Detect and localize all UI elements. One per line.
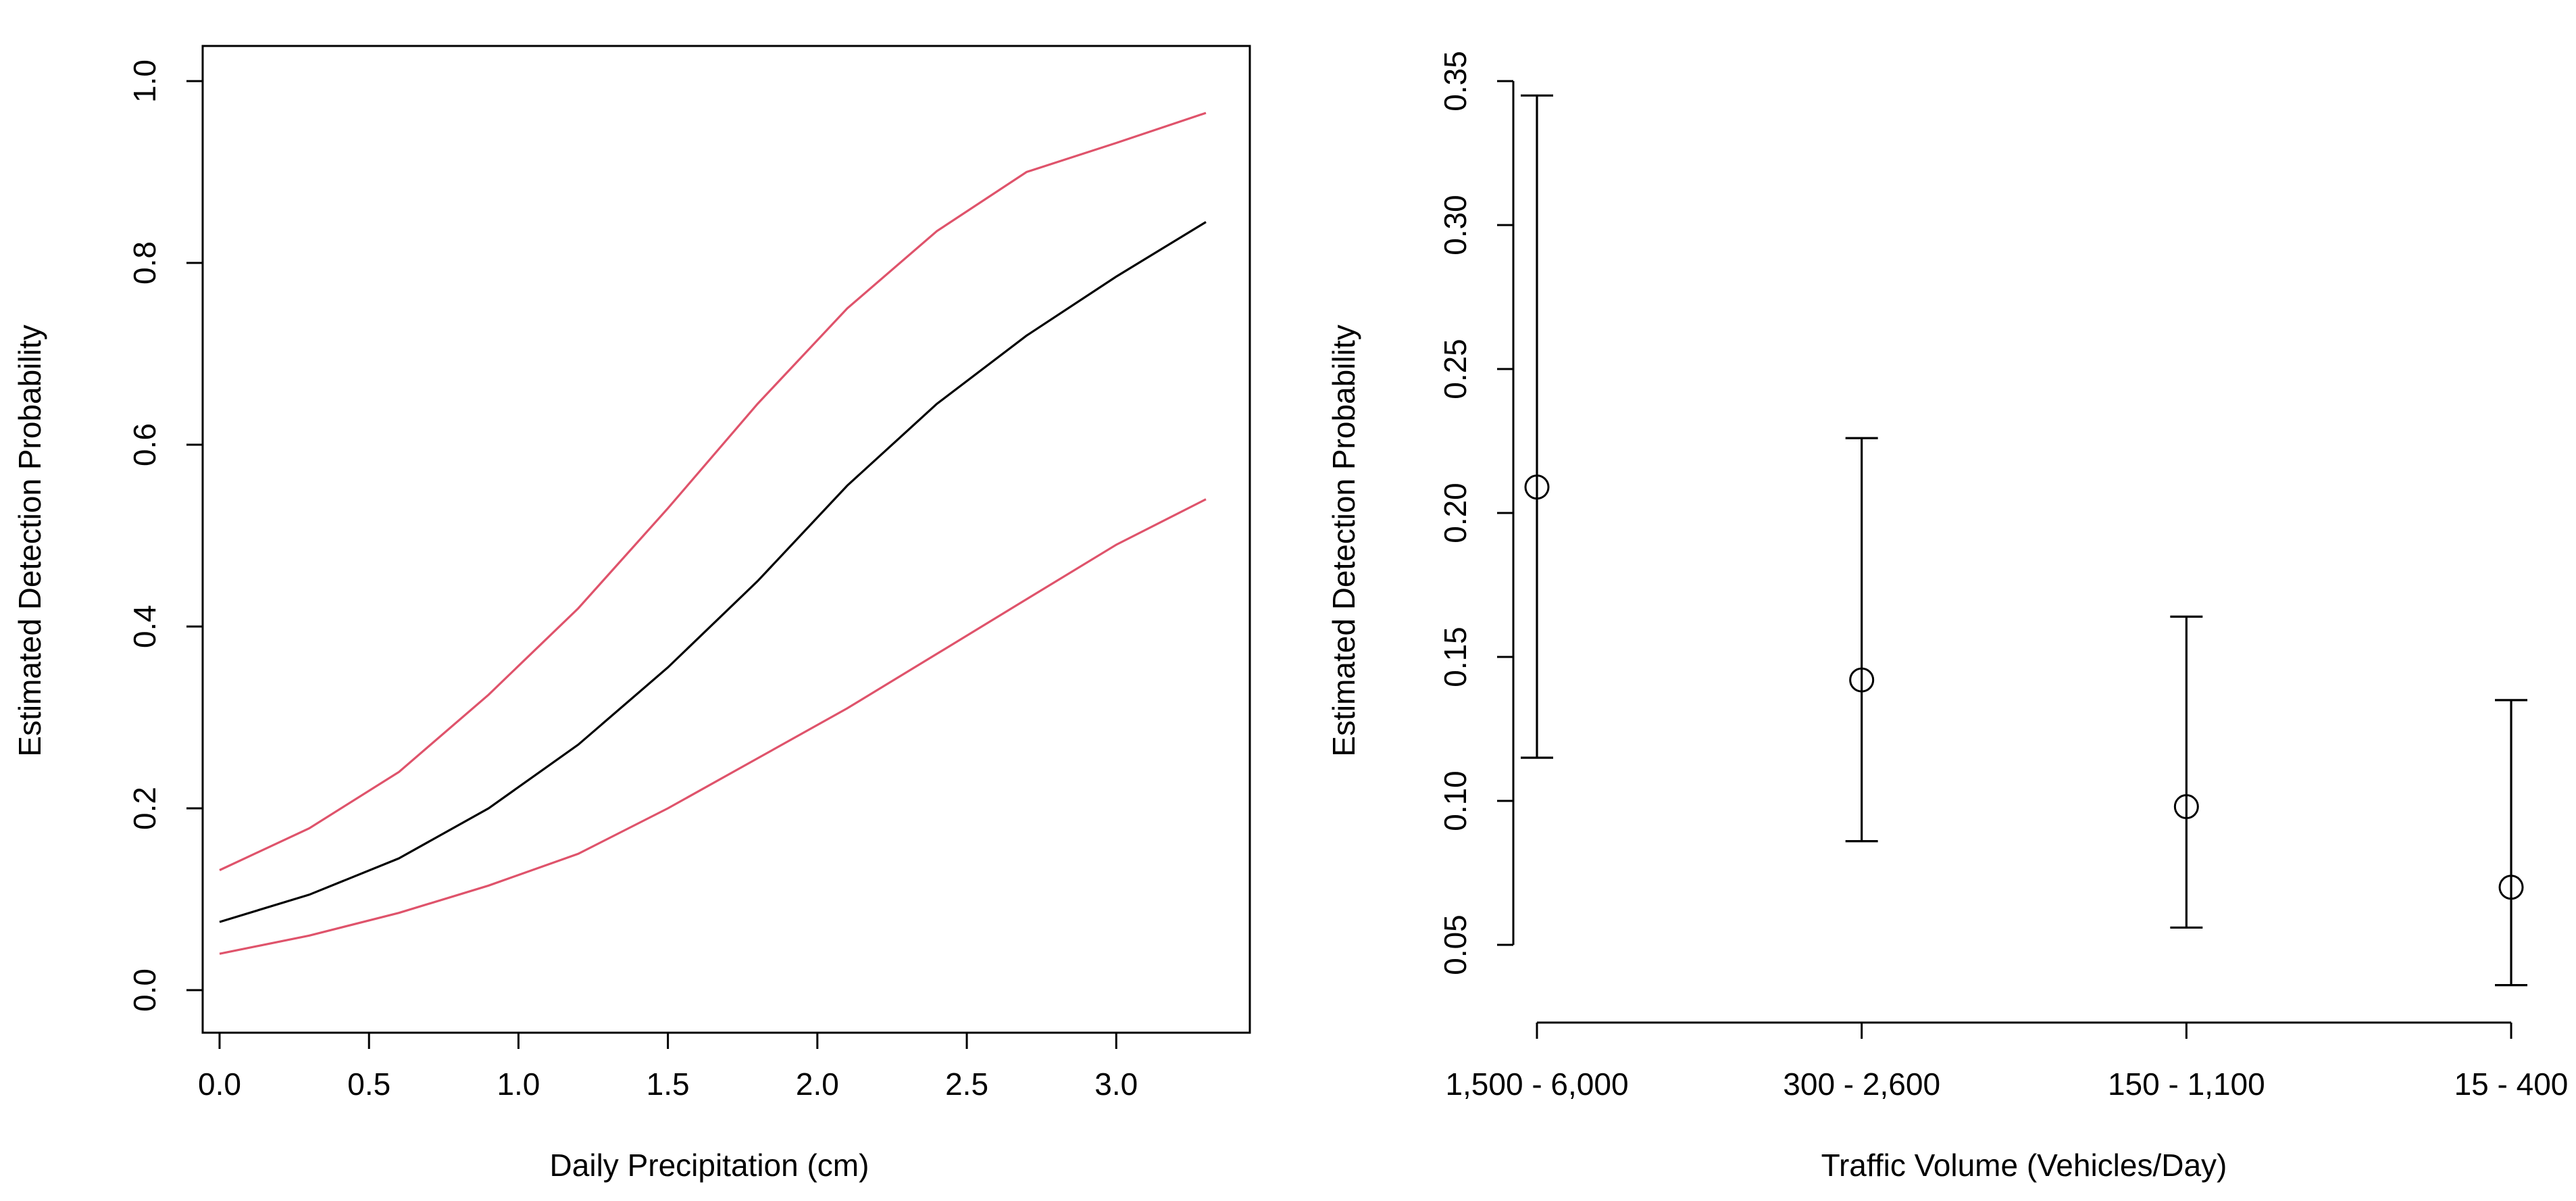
- left-x-tick-label: 3.0: [1094, 1067, 1138, 1102]
- right-x-tick-label: 15 - 400: [2454, 1067, 2569, 1102]
- right-y-tick-label: 0.05: [1438, 914, 1473, 975]
- right-y-axis-label: Estimated Detection Probability: [1326, 324, 1361, 756]
- left-y-tick-label: 0.0: [127, 969, 162, 1012]
- estimate-point: [1849, 667, 1875, 693]
- left-x-tick-label: 1.5: [647, 1067, 690, 1102]
- left-curves: [219, 112, 1207, 955]
- right-error-bars: [1521, 94, 2527, 987]
- left-chart-panel: 0.0 0.5 1.0 1.5 2.0 2.5 3.0 0.0 0.2 0.4 0.6 0.8 1.0…: [12, 45, 1251, 1183]
- left-x-tick-label: 2.5: [945, 1067, 988, 1102]
- right-y-tick-label: 0.30: [1438, 195, 1473, 255]
- estimate-point: [1524, 474, 1550, 500]
- left-y-tick-label: 0.8: [127, 241, 162, 285]
- right-x-tick-label: 300 - 2,600: [1783, 1067, 1940, 1102]
- left-y-tick-label: 0.2: [127, 787, 162, 830]
- right-x-tick-label: 150 - 1,100: [2108, 1067, 2265, 1102]
- right-chart-panel: 1,500 - 6,000 300 - 2,600 150 - 1,100 15 - …: [1326, 51, 2568, 1183]
- lower-curve: [219, 498, 1207, 955]
- right-x-ticks: 1,500 - 6,000 300 - 2,600 150 - 1,100 15 - …: [1445, 1023, 2568, 1102]
- left-y-axis-label: Estimated Detection Probability: [12, 324, 47, 756]
- right-y-tick-label: 0.25: [1438, 339, 1473, 399]
- left-y-tick-label: 1.0: [127, 59, 162, 103]
- left-x-ticks: 0.0 0.5 1.0 1.5 2.0 2.5 3.0: [198, 1033, 1138, 1102]
- right-x-tick-label: 1,500 - 6,000: [1445, 1067, 1628, 1102]
- right-y-tick-label: 0.35: [1438, 51, 1473, 112]
- right-y-tick-label: 0.10: [1438, 770, 1473, 831]
- left-x-tick-label: 1.0: [497, 1067, 540, 1102]
- upper-curve: [219, 112, 1207, 871]
- right-y-ticks: 0.05 0.10 0.15 0.20 0.25 0.30 0.35: [1438, 51, 1513, 975]
- estimate-point: [2173, 794, 2199, 820]
- estimate-curve: [219, 221, 1207, 923]
- right-y-tick-label: 0.15: [1438, 627, 1473, 687]
- left-y-tick-label: 0.4: [127, 605, 162, 648]
- left-x-axis-label: Daily Precipitation (cm): [550, 1148, 869, 1183]
- left-y-tick-label: 0.6: [127, 423, 162, 466]
- left-x-tick-label: 0.5: [347, 1067, 390, 1102]
- left-plot-frame: [201, 45, 1251, 1034]
- estimate-point: [2498, 875, 2524, 900]
- right-x-axis-label: Traffic Volume (Vehicles/Day): [1821, 1148, 2227, 1183]
- left-x-tick-label: 0.0: [198, 1067, 241, 1102]
- left-x-tick-label: 2.0: [796, 1067, 839, 1102]
- right-y-tick-label: 0.20: [1438, 483, 1473, 543]
- left-y-ticks: 0.0 0.2 0.4 0.6 0.8 1.0: [127, 59, 203, 1012]
